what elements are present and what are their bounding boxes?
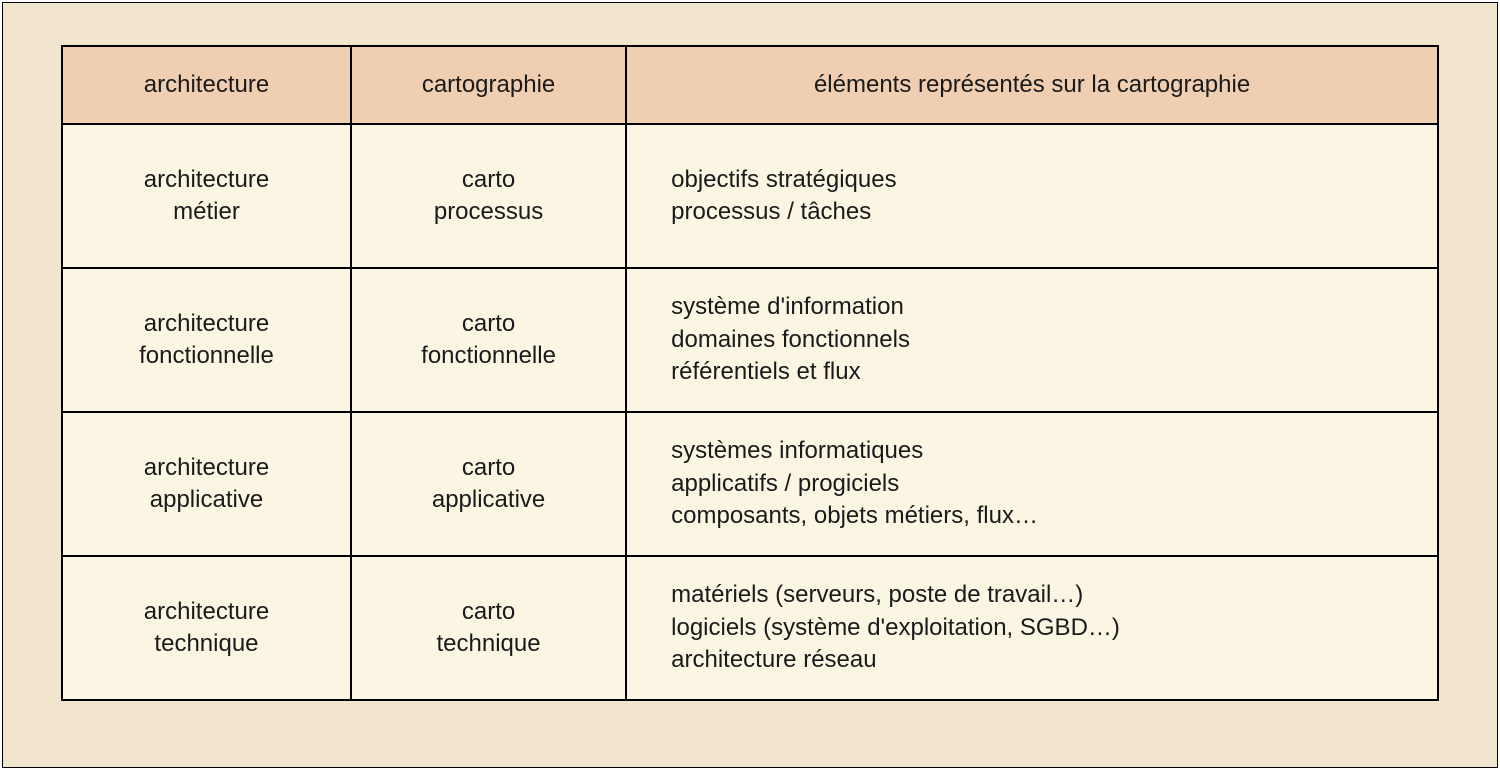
cell-text-line: système d'information bbox=[671, 291, 1421, 323]
cell-text-line: carto bbox=[368, 308, 609, 340]
cell-text-line: objectifs stratégiques bbox=[671, 164, 1421, 196]
cell-text-line: applicatifs / progiciels bbox=[671, 468, 1421, 500]
cell-cartographie: cartoprocessus bbox=[351, 124, 626, 268]
cell-text-line: processus bbox=[368, 196, 609, 228]
cell-text-line: applicative bbox=[79, 484, 334, 516]
table-row: architecturefonctionnellecartofonctionne… bbox=[62, 268, 1438, 412]
cell-text-line: métier bbox=[79, 196, 334, 228]
cell-text-line: carto bbox=[368, 164, 609, 196]
cell-cartographie: cartoapplicative bbox=[351, 412, 626, 556]
cell-text-line: architecture réseau bbox=[671, 644, 1421, 676]
table-row: architectureapplicativecartoapplicatives… bbox=[62, 412, 1438, 556]
table-body: architecturemétiercartoprocessusobjectif… bbox=[62, 124, 1438, 700]
cell-text-line: applicative bbox=[368, 484, 609, 516]
cell-architecture: architecturetechnique bbox=[62, 556, 351, 700]
cell-elements: matériels (serveurs, poste de travail…)l… bbox=[626, 556, 1438, 700]
cell-text-line: carto bbox=[368, 596, 609, 628]
cell-text-line: fonctionnelle bbox=[368, 340, 609, 372]
cell-cartographie: cartotechnique bbox=[351, 556, 626, 700]
cell-text-line: technique bbox=[79, 628, 334, 660]
cell-architecture: architectureapplicative bbox=[62, 412, 351, 556]
table-header-row: architecture cartographie éléments repré… bbox=[62, 46, 1438, 124]
cell-elements: système d'informationdomaines fonctionne… bbox=[626, 268, 1438, 412]
cell-text-line: architecture bbox=[79, 164, 334, 196]
header-architecture: architecture bbox=[62, 46, 351, 124]
header-cartographie: cartographie bbox=[351, 46, 626, 124]
cell-text-line: architecture bbox=[79, 308, 334, 340]
cell-cartographie: cartofonctionnelle bbox=[351, 268, 626, 412]
architecture-table: architecture cartographie éléments repré… bbox=[61, 45, 1439, 701]
cell-text-line: logiciels (système d'exploitation, SGBD…… bbox=[671, 612, 1421, 644]
cell-text-line: architecture bbox=[79, 596, 334, 628]
cell-elements: systèmes informatiquesapplicatifs / prog… bbox=[626, 412, 1438, 556]
cell-architecture: architecturemétier bbox=[62, 124, 351, 268]
cell-text-line: fonctionnelle bbox=[79, 340, 334, 372]
header-elements: éléments représentés sur la cartographie bbox=[626, 46, 1438, 124]
cell-architecture: architecturefonctionnelle bbox=[62, 268, 351, 412]
cell-text-line: référentiels et flux bbox=[671, 356, 1421, 388]
cell-text-line: domaines fonctionnels bbox=[671, 324, 1421, 356]
table-row: architecturemétiercartoprocessusobjectif… bbox=[62, 124, 1438, 268]
cell-text-line: processus / tâches bbox=[671, 196, 1421, 228]
cell-text-line: systèmes informatiques bbox=[671, 435, 1421, 467]
table-frame: architecture cartographie éléments repré… bbox=[2, 2, 1498, 768]
cell-text-line: technique bbox=[368, 628, 609, 660]
cell-elements: objectifs stratégiquesprocessus / tâches bbox=[626, 124, 1438, 268]
cell-text-line: matériels (serveurs, poste de travail…) bbox=[671, 579, 1421, 611]
cell-text-line: composants, objets métiers, flux… bbox=[671, 500, 1421, 532]
cell-text-line: carto bbox=[368, 452, 609, 484]
cell-text-line: architecture bbox=[79, 452, 334, 484]
table-row: architecturetechniquecartotechniquematér… bbox=[62, 556, 1438, 700]
